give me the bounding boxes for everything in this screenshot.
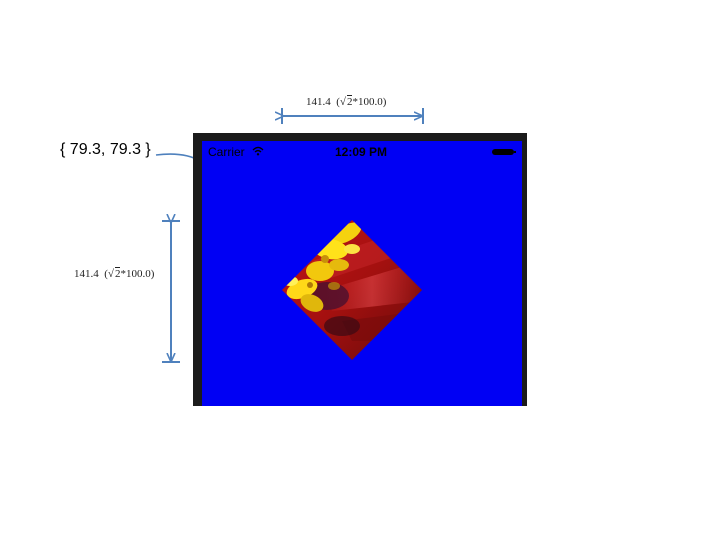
height-formula-close: *100.0) — [120, 268, 155, 280]
height-formula-open: ( — [104, 268, 108, 280]
width-formula-open: ( — [336, 96, 340, 108]
width-sqrt-arg: 2 — [346, 95, 353, 108]
width-value: 141.4 — [306, 96, 331, 108]
sqrt-symbol: √ — [107, 268, 114, 280]
sqrt-symbol: √ — [339, 96, 346, 108]
wifi-icon — [252, 146, 264, 156]
height-value: 141.4 — [74, 268, 99, 280]
device-screen: Carrier 12:09 PM — [202, 141, 522, 406]
height-sqrt-arg: 2 — [114, 267, 121, 280]
battery-icon — [492, 149, 516, 155]
center-coordinate-label: { 79.3, 79.3 } — [60, 141, 151, 158]
height-dimension-label: 141.4 (√2*100.0) — [74, 267, 155, 280]
width-formula-close: *100.0) — [352, 96, 387, 108]
status-carrier: Carrier — [208, 145, 245, 159]
status-time: 12:09 PM — [335, 145, 388, 159]
width-dimension-label: 141.4 (√2*100.0) — [306, 95, 387, 108]
rotated-flower-image — [282, 220, 422, 360]
